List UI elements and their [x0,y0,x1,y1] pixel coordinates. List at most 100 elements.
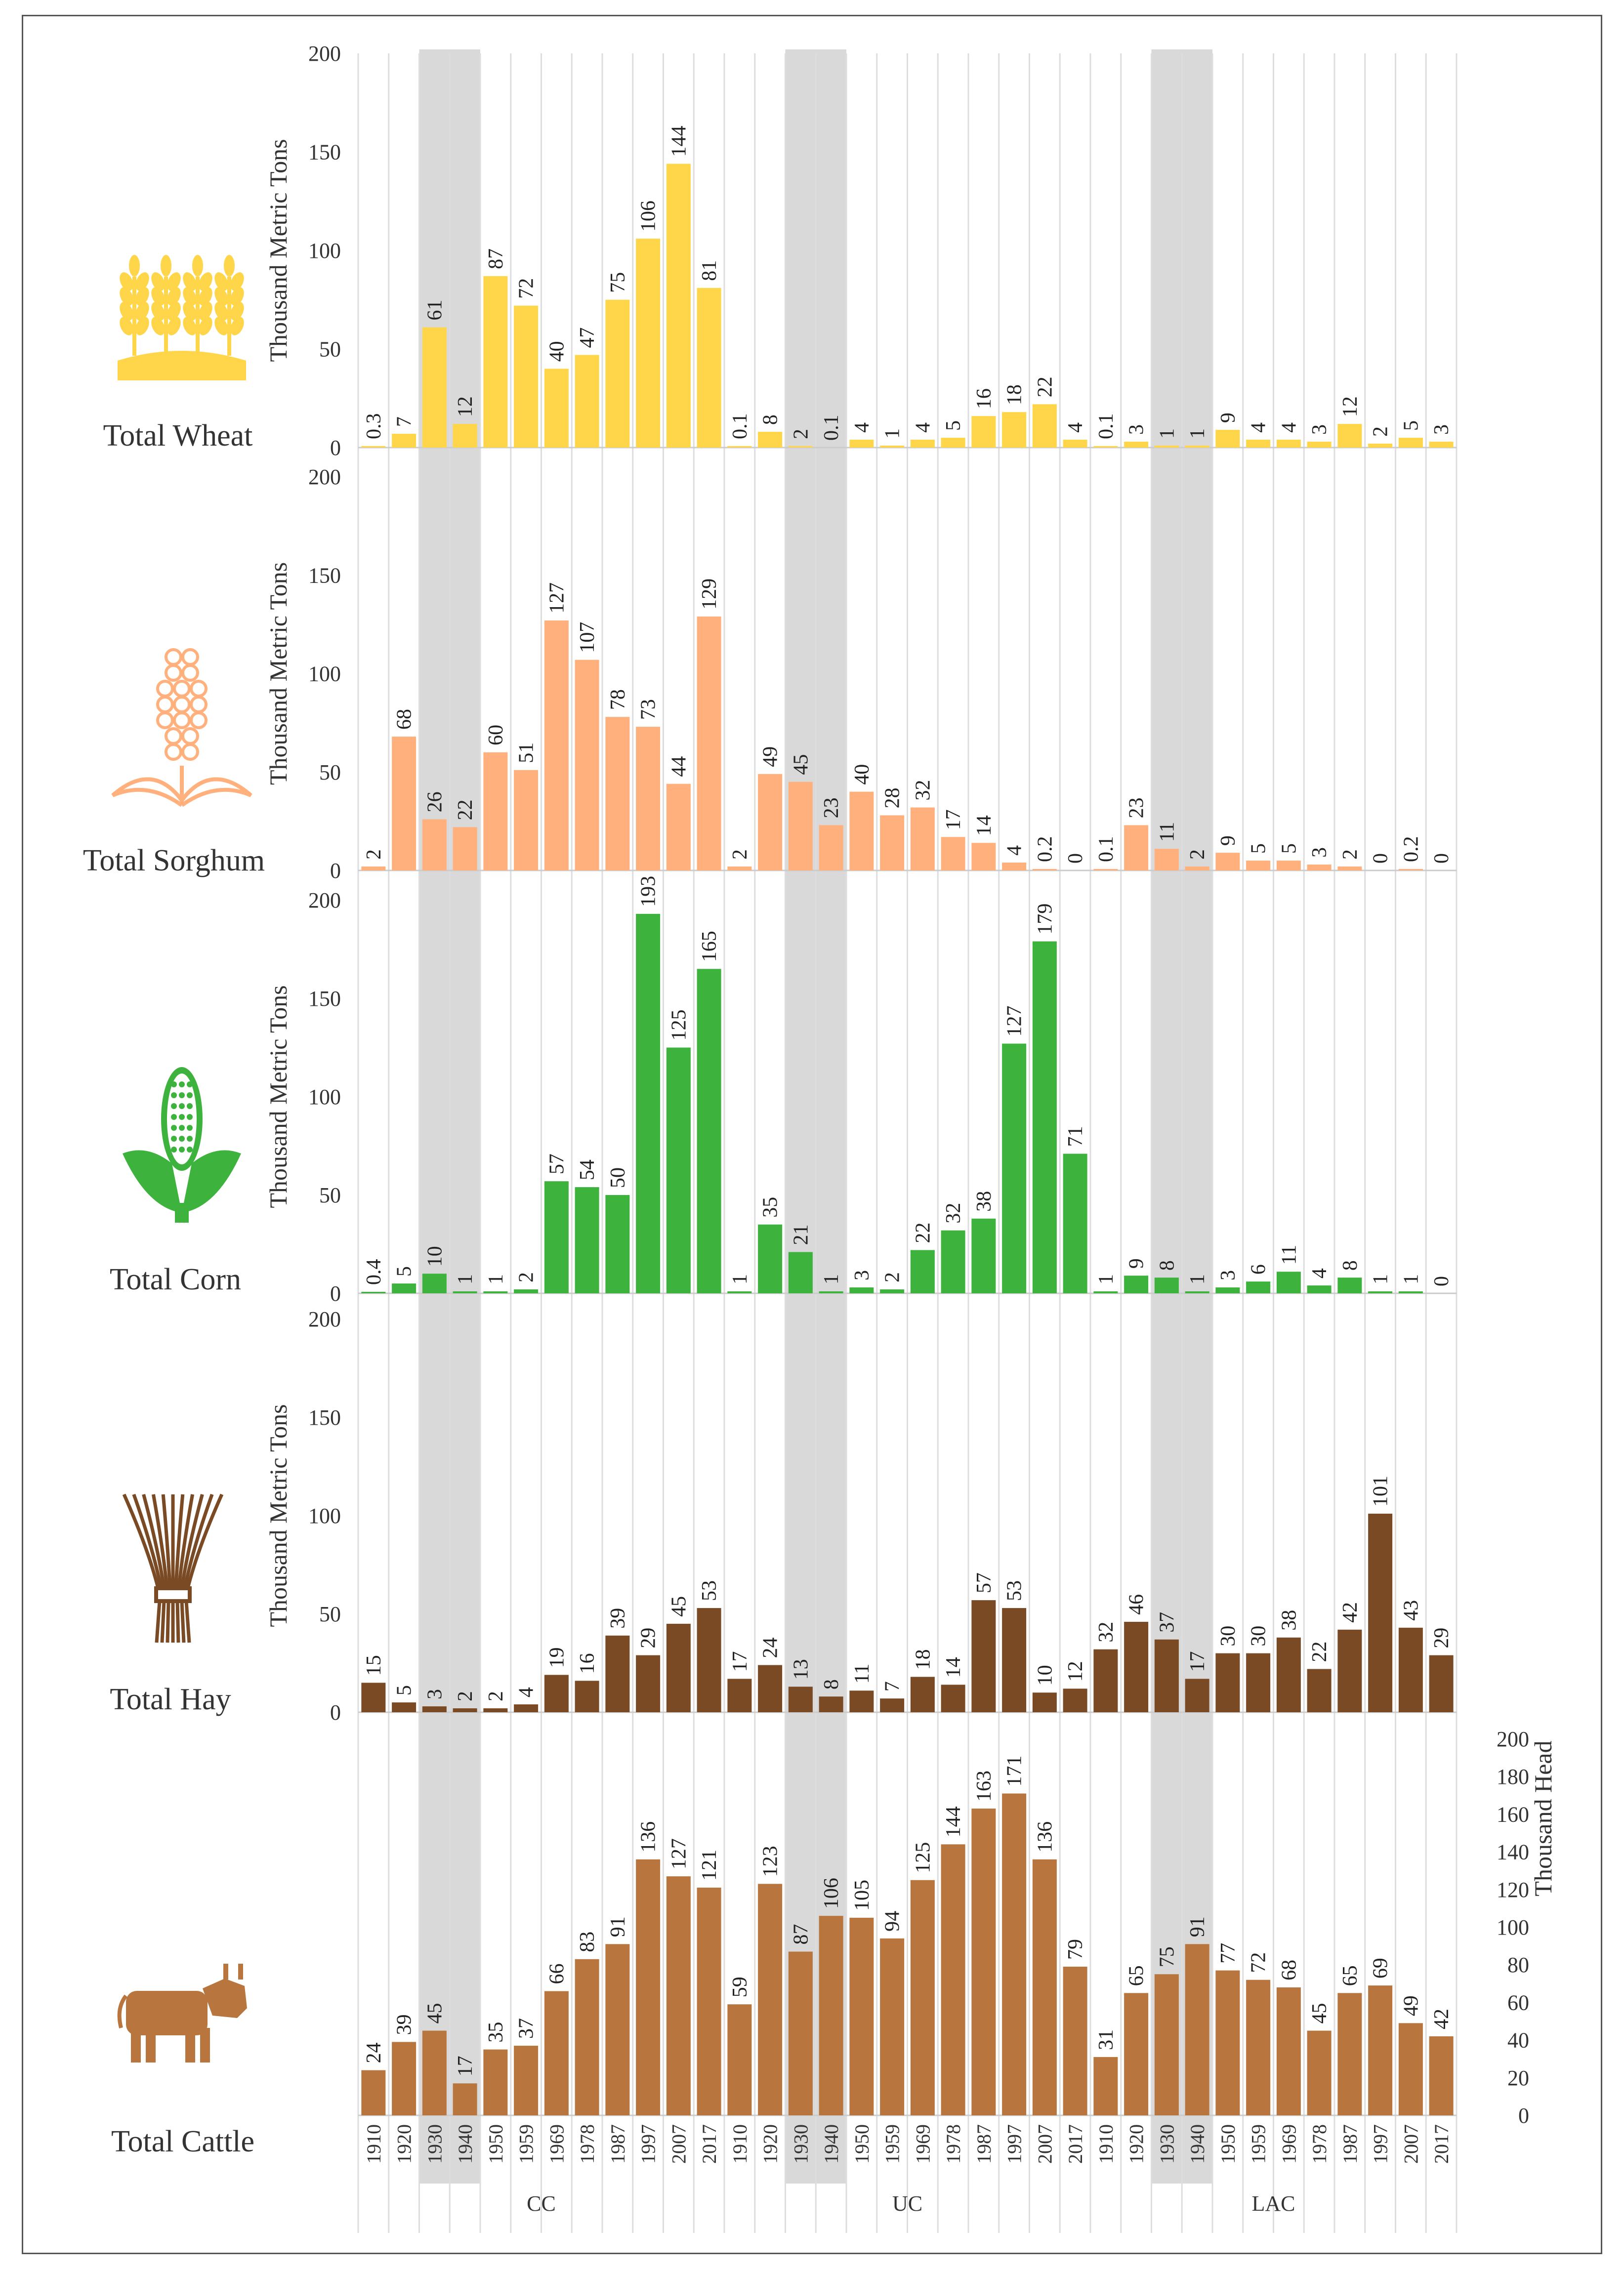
total-cattle-y-tick: 0 [1518,2104,1529,2128]
total-corn-bar [666,1047,691,1293]
total-hay-bar [819,1696,843,1712]
total-cattle-y-tick: 20 [1507,2066,1529,2090]
total-hay-bar [1002,1608,1027,1712]
x-tick-label: 1930 [423,2124,446,2164]
total-corn-name: Total Corn [110,1263,241,1296]
hay-icon [122,1493,224,1643]
total-corn-bar [1063,1154,1087,1293]
total-sorghum-value-label: 73 [637,699,660,720]
total-corn-bar [422,1274,447,1293]
total-cattle-value-label: 65 [1339,1965,1362,1986]
total-corn-value-label: 0 [1430,1276,1453,1286]
total-wheat-bar [880,446,905,448]
total-wheat-y-tick: 200 [308,41,341,66]
total-hay-value-label: 22 [1308,1641,1331,1662]
total-wheat-bar [1063,440,1087,448]
total-hay-value-label: 101 [1370,1476,1392,1507]
total-hay-value-label: 12 [1064,1661,1087,1682]
total-corn-value-label: 21 [790,1224,812,1245]
total-corn-value-label: 22 [912,1222,934,1243]
total-hay-value-label: 14 [942,1657,965,1678]
total-sorghum-value-label: 9 [1217,835,1240,846]
total-corn-bar [758,1224,783,1293]
total-cattle-value-label: 31 [1095,2029,1118,2050]
total-wheat-value-label: 0.1 [1095,413,1118,440]
total-wheat-bar [422,327,447,448]
total-cattle-bar [941,1844,965,2115]
total-corn-bar [392,1283,416,1293]
total-sorghum-y-tick: 200 [308,465,341,489]
total-corn-value-label: 11 [1278,1245,1300,1265]
total-corn-value-label: 4 [1308,1268,1331,1279]
total-cattle-value-label: 91 [1186,1916,1209,1937]
total-wheat-value-label: 5 [1400,420,1422,431]
total-corn-value-label: 193 [637,876,660,907]
total-hay-value-label: 16 [576,1653,599,1674]
total-sorghum-bar [483,752,508,870]
total-sorghum-bar [1398,869,1423,870]
x-tick-label: 1930 [790,2124,812,2164]
total-sorghum-value-label: 28 [881,787,904,808]
total-sorghum-bar [880,815,905,870]
total-sorghum-y-label: Thousand Metric Tons [264,562,292,785]
total-sorghum-value-label: 11 [1156,822,1178,842]
total-wheat-bar [1429,442,1454,448]
total-hay-bar [1307,1669,1332,1712]
total-cattle-bar [636,1859,661,2115]
total-corn-bar [1124,1276,1149,1293]
total-corn-bar [880,1289,905,1293]
total-hay-y-tick: 200 [308,1307,341,1331]
total-wheat-bar [910,440,935,448]
total-corn-value-label: 1 [1370,1274,1392,1284]
total-wheat-bar [1246,440,1271,448]
total-sorghum-bar [1276,861,1301,870]
x-tick-label: 1920 [759,2124,782,2164]
total-wheat-bar [483,276,508,448]
total-wheat-value-label: 47 [576,327,599,348]
total-wheat-bar [1307,442,1332,448]
total-wheat-bar [666,164,691,448]
total-sorghum-value-label: 2 [1186,849,1209,860]
total-wheat-bar [941,438,965,448]
total-sorghum-bar [1185,866,1209,870]
total-cattle-bar [1276,1987,1301,2115]
x-tick-label: 2007 [667,2124,690,2164]
total-wheat-bar [697,288,721,448]
total-sorghum-y-tick: 150 [308,563,341,587]
total-sorghum-value-label: 2 [363,849,385,860]
total-cattle-bar [910,1880,935,2115]
total-cattle-bar [819,1916,843,2115]
total-corn-bar [910,1250,935,1293]
total-wheat-value-label: 87 [485,248,507,269]
total-sorghum-bar [544,620,569,870]
total-sorghum-value-label: 78 [607,689,629,710]
total-corn-bar [727,1291,752,1293]
x-tick-label: 1959 [1248,2124,1270,2164]
total-corn-value-label: 1 [1186,1274,1209,1284]
total-cattle-bar [849,1917,874,2115]
total-corn-y-tick: 50 [319,1183,341,1207]
total-wheat-value-label: 9 [1217,413,1240,423]
total-hay-value-label: 43 [1400,1600,1422,1621]
total-wheat-name: Total Wheat [103,419,253,453]
total-sorghum-value-label: 0.2 [1034,836,1056,863]
total-corn-bar [514,1289,539,1293]
total-corn-bar [1246,1281,1271,1293]
total-cattle-bar [1429,2036,1454,2115]
x-tick-label: 1969 [1278,2124,1300,2164]
total-hay-bar [849,1691,874,1712]
total-cattle-bar [788,1951,813,2115]
x-tick-label: 1950 [851,2124,873,2164]
total-sorghum-bar [605,717,630,870]
total-corn-value-label: 125 [667,1010,690,1041]
total-sorghum-value-label: 45 [790,754,812,775]
total-cattle-bar [697,1887,721,2115]
total-hay-bar [1337,1629,1362,1712]
total-wheat-value-label: 8 [759,414,782,425]
total-cattle-value-label: 91 [607,1916,629,1937]
total-cattle-value-label: 65 [1125,1965,1148,1986]
total-cattle-bar [727,2004,752,2115]
total-sorghum-name: Total Sorghum [83,844,265,877]
total-sorghum-y-tick: 50 [319,760,341,784]
total-cattle-bar [1154,1974,1179,2115]
